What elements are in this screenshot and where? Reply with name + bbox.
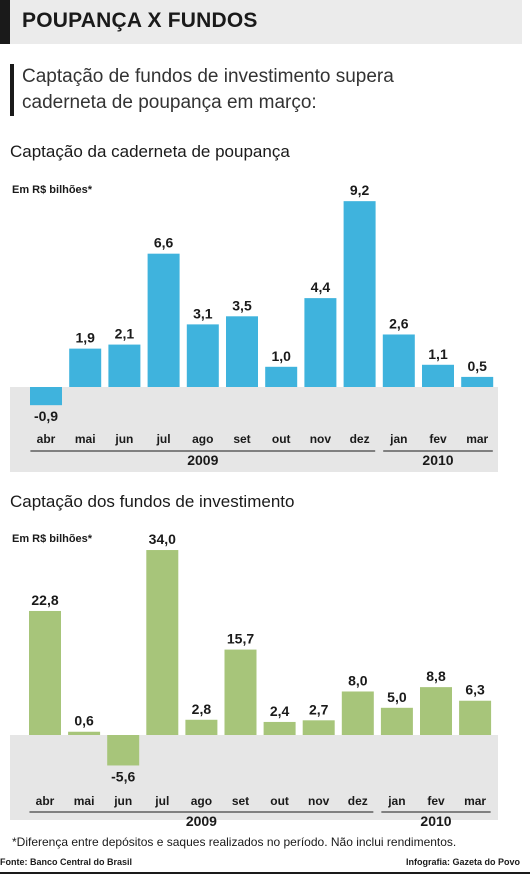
data-label-dez: 9,2 xyxy=(350,182,370,198)
chart-fundos: 22,8 abr 0,6 mai -5,6 jun 34,0 jul 2,8 ago 15,7 set… xyxy=(10,531,498,829)
bar-jul xyxy=(147,253,180,387)
tick-label-dez: dez xyxy=(350,432,370,446)
data-label-mai: 1,9 xyxy=(75,330,95,346)
year-label-2010: 2010 xyxy=(420,813,451,829)
bar-jun xyxy=(107,735,140,766)
data-label-abr: 22,8 xyxy=(31,592,58,608)
bar-set xyxy=(226,316,258,387)
data-label-fev: 1,1 xyxy=(428,346,448,362)
tick-label-dez: dez xyxy=(348,794,368,808)
tick-label-jun: jun xyxy=(113,794,132,808)
bar-set xyxy=(224,649,257,735)
bottom-rule xyxy=(0,872,530,874)
bar-ago xyxy=(186,324,219,387)
bar-dez xyxy=(343,201,376,387)
tick-label-ago: ago xyxy=(192,432,213,446)
tick-label-jan: jan xyxy=(389,432,407,446)
data-label-jan: 5,0 xyxy=(387,689,407,705)
data-label-abr: -0,9 xyxy=(34,408,58,424)
source-note: Fonte: Banco Central do Brasil xyxy=(0,857,133,867)
baseline-band xyxy=(10,387,498,472)
tick-label-jan: jan xyxy=(387,794,405,808)
data-label-jan: 2,6 xyxy=(389,315,409,331)
tick-label-mar: mar xyxy=(464,794,486,808)
data-label-ago: 2,8 xyxy=(192,701,212,717)
tick-label-out: out xyxy=(270,794,289,808)
data-label-nov: 2,7 xyxy=(309,701,329,717)
bar-out xyxy=(265,366,298,387)
bar-abr xyxy=(30,387,62,406)
data-label-mar: 6,3 xyxy=(465,682,485,698)
bar-mai xyxy=(68,731,101,735)
tick-label-nov: nov xyxy=(310,432,332,446)
data-label-jun: -5,6 xyxy=(111,768,135,784)
tick-label-mai: mai xyxy=(75,432,96,446)
data-label-set: 3,5 xyxy=(232,297,252,313)
bar-mar xyxy=(459,700,492,735)
year-label-2009: 2009 xyxy=(186,813,217,829)
data-label-mar: 0,5 xyxy=(467,358,487,374)
tick-label-fev: fev xyxy=(429,432,447,446)
data-label-set: 15,7 xyxy=(227,631,254,647)
page-subtitle: Captação de fundos de investimento super… xyxy=(10,64,477,116)
tick-label-mar: mar xyxy=(466,432,488,446)
chart-title-poupanca: Captação da caderneta de poupança xyxy=(10,142,290,161)
tick-label-fev: fev xyxy=(427,794,445,808)
data-label-out: 2,4 xyxy=(270,703,290,719)
data-label-jul: 34,0 xyxy=(149,531,176,547)
data-label-dez: 8,0 xyxy=(348,672,368,688)
bar-abr xyxy=(29,610,61,735)
bar-nov xyxy=(302,720,335,735)
baseline-band xyxy=(10,735,498,820)
tick-label-nov: nov xyxy=(308,794,330,808)
credit-note: Infografia: Gazeta do Povo xyxy=(405,857,520,867)
bar-mai xyxy=(69,348,102,387)
footnote: *Diferença entre depósitos e saques real… xyxy=(12,835,457,849)
tick-label-out: out xyxy=(272,432,291,446)
tick-label-mai: mai xyxy=(74,794,95,808)
data-label-out: 1,0 xyxy=(271,348,291,364)
header-bar: POUPANÇA X FUNDOS xyxy=(0,0,522,44)
data-label-fev: 8,8 xyxy=(426,668,446,684)
chart-title-fundos: Captação dos fundos de investimento xyxy=(10,492,295,511)
bar-nov xyxy=(304,298,337,387)
bar-jul xyxy=(146,550,179,735)
bar-dez xyxy=(341,691,374,735)
data-label-mai: 0,6 xyxy=(74,713,94,729)
bar-jun xyxy=(108,344,141,387)
bar-ago xyxy=(185,719,218,735)
data-label-jul: 6,6 xyxy=(154,235,174,251)
year-label-2009: 2009 xyxy=(187,452,218,468)
bar-jan xyxy=(380,707,413,735)
bar-jan xyxy=(382,334,415,387)
unit-label-poupanca: Em R$ bilhões* xyxy=(12,184,93,196)
year-label-2010: 2010 xyxy=(422,452,453,468)
tick-label-jun: jun xyxy=(114,432,133,446)
unit-label-fundos: Em R$ bilhões* xyxy=(12,533,93,545)
data-label-ago: 3,1 xyxy=(193,305,213,321)
tick-label-ago: ago xyxy=(191,794,212,808)
bar-fev xyxy=(420,687,452,735)
tick-label-jul: jul xyxy=(156,432,171,446)
page-title: POUPANÇA X FUNDOS xyxy=(22,9,258,32)
bar-fev xyxy=(422,364,454,387)
tick-label-set: set xyxy=(232,794,249,808)
data-label-jun: 2,1 xyxy=(115,326,135,342)
tick-label-abr: abr xyxy=(36,794,55,808)
tick-label-set: set xyxy=(233,432,250,446)
chart-poupanca: -0,9 abr 1,9 mai 2,1 jun 6,6 jul 3,1 ago 3,5 set 1,0… xyxy=(10,182,498,472)
bar-out xyxy=(263,721,296,735)
tick-label-abr: abr xyxy=(37,432,56,446)
bar-mar xyxy=(461,376,494,387)
data-label-nov: 4,4 xyxy=(311,279,331,295)
tick-label-jul: jul xyxy=(154,794,169,808)
